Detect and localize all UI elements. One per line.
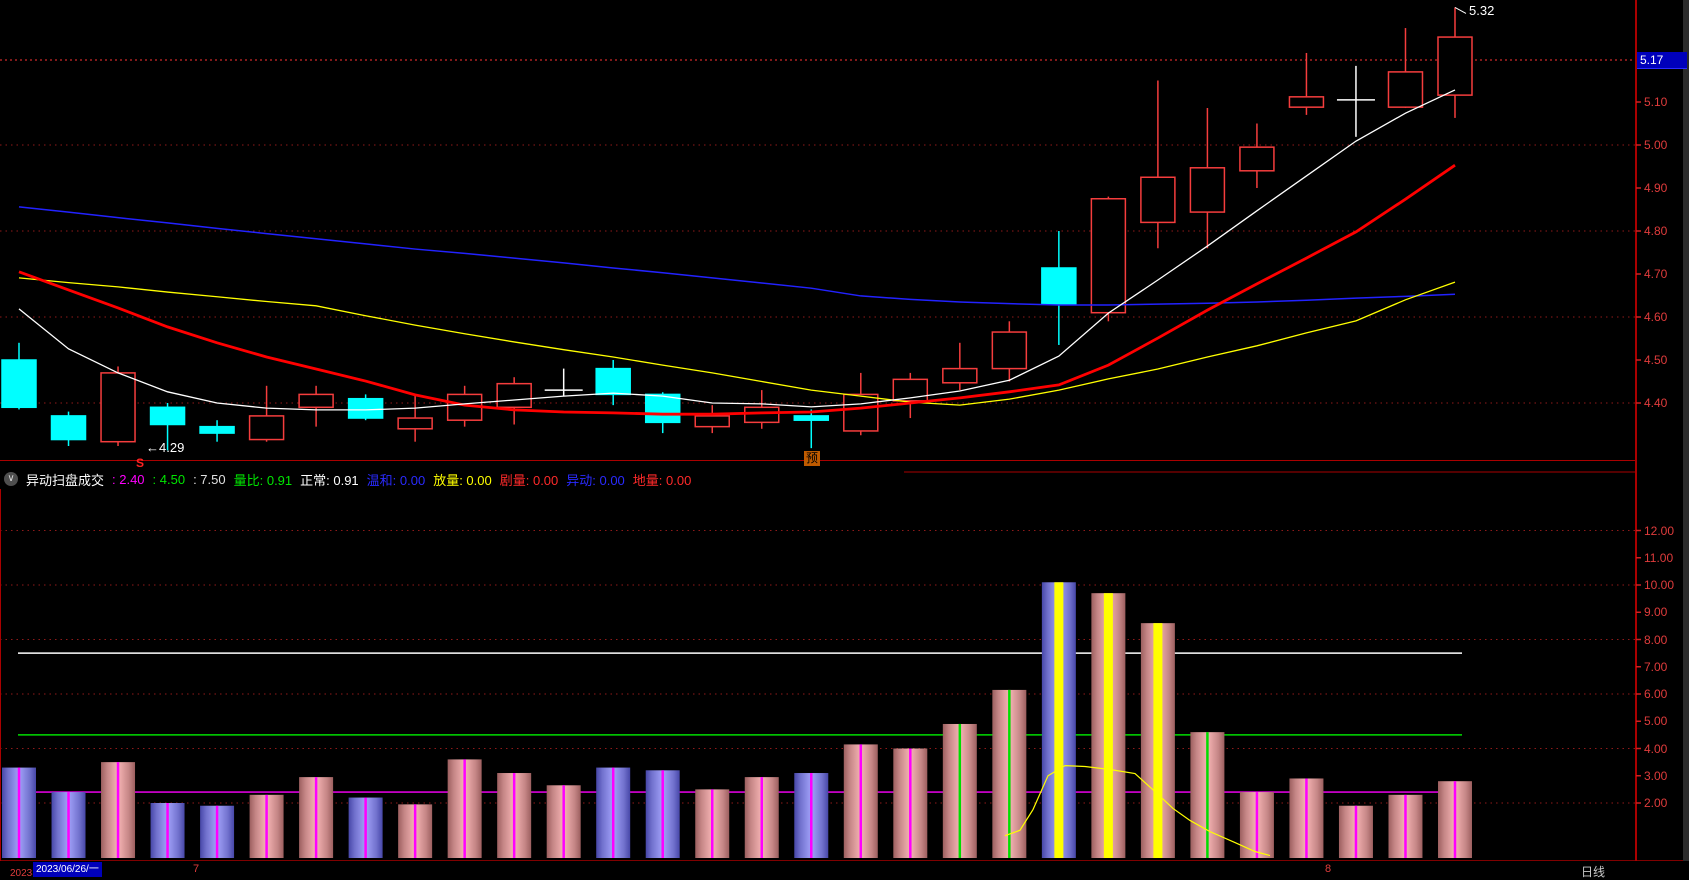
month-label: 7	[193, 863, 200, 875]
volume-bar-stripe	[909, 748, 912, 858]
indicator-value-segment: 剧量: 0.00	[499, 472, 559, 488]
high-price-annotation: 5.32	[1469, 3, 1495, 18]
candle-down	[50, 415, 87, 441]
candle-up	[942, 367, 978, 384]
volume-bar-stripe	[1354, 805, 1358, 858]
volume-bar-stripe	[1206, 732, 1209, 858]
indicator-value-segment: 正常: 0.91	[300, 472, 359, 488]
indicator-value-segment: : 4.50	[152, 471, 186, 487]
volume-bar-stripe	[17, 767, 21, 858]
candle-up	[694, 415, 730, 428]
candle-up	[298, 393, 334, 409]
candle-up	[248, 415, 285, 441]
candle-up	[397, 417, 433, 430]
volume-bar-stripe	[562, 785, 565, 858]
volume-bar-stripe	[1153, 623, 1163, 858]
volume-bar-stripe	[810, 773, 813, 858]
volume-bar-stripe	[1008, 689, 1011, 858]
candle-down	[595, 367, 631, 396]
indicator-value-segment: 放量: 0.00	[433, 472, 492, 488]
candle-up	[1437, 36, 1473, 96]
volume-bar-stripe	[463, 759, 466, 858]
candle-down	[199, 425, 235, 434]
volume-bar-stripe	[1404, 794, 1407, 858]
indicator-header: ∨ 异动扫盘成交 : 2.40 : 4.50 : 7.50 量比: 0.91 正常: 0.…	[0, 469, 904, 489]
volume-bar-stripe	[1054, 582, 1064, 858]
selected-date-badge[interactable]: 2023/06/26/一	[33, 862, 102, 877]
volume-bar-stripe	[512, 773, 516, 858]
volume-bar-stripe	[166, 803, 169, 858]
candle-up	[1288, 96, 1325, 108]
volume-bar-stripe	[314, 777, 318, 858]
volume-bar-stripe	[1305, 778, 1308, 858]
indicator-value-segment: 地量: 0.00	[632, 472, 692, 488]
candle-up	[892, 378, 929, 402]
indicator-value-segment: 量比: 0.91	[233, 472, 293, 488]
ma-line-red	[18, 164, 1456, 416]
volume-bar-stripe	[958, 723, 962, 858]
candle-up	[1387, 71, 1424, 108]
volume-bar-stripe	[710, 789, 714, 858]
volume-bar-stripe	[1453, 781, 1457, 858]
ma-line-yellow	[18, 277, 1456, 406]
indicator-value-segment: 温和: 0.00	[366, 472, 426, 488]
candle-up	[1189, 167, 1226, 213]
candle-up	[744, 406, 780, 424]
period-label[interactable]: 日线	[1581, 865, 1606, 879]
right-edge-strip	[1683, 0, 1689, 880]
volume-ma-line	[1004, 765, 1271, 857]
candle-up	[1239, 146, 1275, 172]
year-label: 2023年	[10, 868, 43, 879]
candle-down	[347, 397, 384, 419]
collapse-chevron-icon[interactable]: ∨	[4, 472, 18, 486]
volume-bar-stripe	[611, 767, 615, 858]
indicator-value-segment: : 2.40	[112, 471, 145, 487]
candle-down	[644, 393, 681, 424]
indicator-value-segment: : 7.50	[193, 471, 226, 487]
indicator-value-segment: 异动: 0.00	[566, 472, 625, 488]
candle-up	[991, 331, 1028, 370]
last-price-badge: 5.17	[1637, 52, 1687, 69]
candle-up	[1140, 176, 1176, 224]
candle-up	[496, 382, 532, 409]
ma-line-blue	[18, 206, 1456, 306]
volume-bar-stripe	[760, 777, 764, 858]
alert-badge: 预	[804, 451, 820, 466]
volume-bar-stripe	[1103, 593, 1113, 858]
candle-down	[793, 415, 830, 421]
candle-up	[100, 372, 136, 443]
volume-bar-stripe	[859, 744, 863, 858]
candle-up	[843, 393, 879, 432]
candle-down	[1, 359, 37, 409]
volume-bar-stripe	[67, 792, 70, 858]
candle-down	[1041, 267, 1077, 305]
volume-bar-stripe	[1255, 792, 1259, 858]
volume-bar-stripe	[116, 762, 120, 858]
candle-down	[149, 406, 186, 426]
volume-bar-stripe	[215, 805, 219, 858]
volume-bar-stripe	[413, 804, 417, 858]
month-label: 8	[1325, 863, 1332, 875]
volume-bar-stripe	[661, 770, 664, 858]
candle-up	[1090, 198, 1127, 314]
date-axis-row: 2023年 2023/06/26/一 日线 7 8	[0, 861, 1689, 880]
low-price-annotation: ←4.29	[146, 440, 185, 455]
indicator-value-segment: 异动扫盘成交	[26, 472, 105, 488]
volume-bar-stripe	[364, 797, 367, 858]
volume-bar-stripe	[265, 794, 268, 858]
ma-line-white	[18, 89, 1456, 411]
sell-signal-marker: S	[136, 456, 145, 470]
